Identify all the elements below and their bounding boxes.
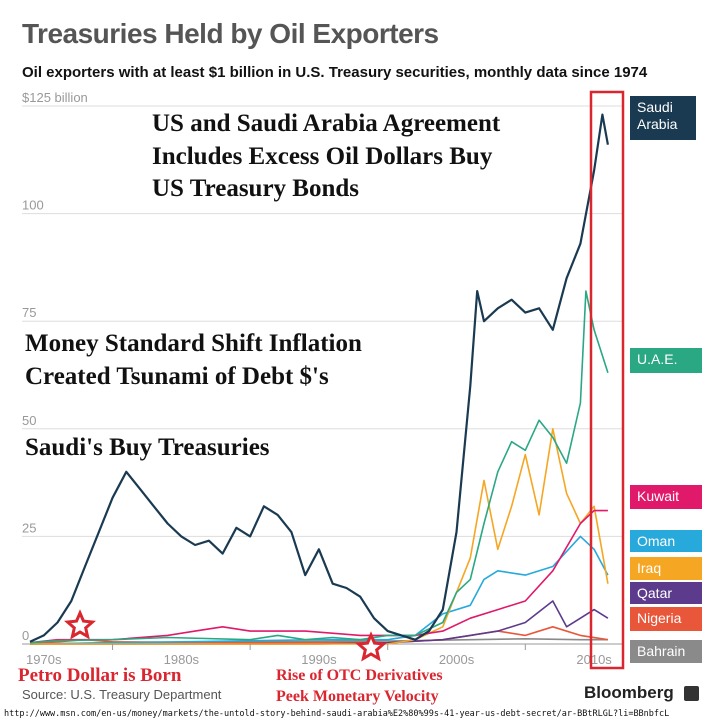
legend-iraq: Iraq — [630, 557, 702, 580]
series-line-kuwait — [29, 509, 608, 644]
annotation-money-standard: Money Standard Shift Inflation Created T… — [25, 328, 362, 393]
y-tick-label: 25 — [22, 520, 36, 535]
legend-oman: Oman — [630, 530, 702, 552]
series-line-qatar — [30, 600, 609, 645]
x-tick-label: 1970s — [26, 652, 62, 667]
series-line-oman — [29, 535, 609, 645]
annotation-otc: Rise of OTC Derivatives Peek Monetary Ve… — [276, 665, 443, 707]
annotation-money-standard-line-2: Created Tsunami of Debt $'s — [25, 362, 329, 390]
star-marker-petro-dollar — [64, 609, 96, 640]
star-markers — [64, 609, 387, 662]
bloomberg-chart-icon — [684, 686, 699, 701]
legend-kuwait: Kuwait — [630, 485, 702, 509]
highlight-box — [589, 90, 625, 670]
chart-subtitle: Oil exporters with at least $1 billion i… — [22, 64, 648, 81]
axis-ticks: 0 25 50 75 100 $125 billion 1970s 1980s 1990s 200… — [22, 90, 612, 667]
x-tick-label: 2000s — [439, 652, 475, 667]
series-line-iraq — [30, 428, 609, 645]
annotation-agreement-line-2: Includes Excess Oil Dollars Buy — [152, 142, 493, 170]
annotation-saudi-buy: Saudi's Buy Treasuries — [25, 434, 270, 461]
legend-nigeria: Nigeria — [630, 607, 702, 631]
legend-qatar: Qatar — [630, 582, 702, 604]
legend-uae: U.A.E. — [630, 348, 702, 373]
x-tick-label: 2010s — [576, 652, 612, 667]
annotation-otc-line-1: Rise of OTC Derivatives — [276, 667, 443, 684]
legend-bahrain: Bahrain — [630, 640, 702, 663]
legend-saudi-arabia: Saudi Arabia — [630, 96, 696, 140]
annotation-agreement-line-3: US Treasury Bonds — [152, 175, 360, 202]
y-tick-label: $125 billion — [22, 90, 88, 105]
annotation-petro-dollar: Petro Dollar is Born — [18, 665, 182, 686]
y-tick-label: 100 — [22, 198, 44, 213]
source-note: Source: U.S. Treasury Department — [22, 687, 222, 702]
annotation-agreement-line-1: US and Saudi Arabia Agreement — [152, 110, 501, 137]
annotation-agreement: US and Saudi Arabia Agreement Includes E… — [152, 108, 500, 206]
x-tick-label: 1990s — [301, 652, 337, 667]
y-tick-label: 50 — [22, 413, 36, 428]
series-line-saudi-arabia — [29, 113, 609, 643]
x-tick-label: 1980s — [164, 652, 200, 667]
y-tick-label: 75 — [22, 305, 36, 320]
annotation-otc-line-2: Peek Monetary Velocity — [276, 688, 439, 705]
annotation-money-standard-line-1: Money Standard Shift Inflation — [25, 330, 362, 357]
series-line-u-a-e — [29, 290, 609, 644]
star-marker-otc — [355, 631, 387, 662]
y-tick-label: 0 — [22, 628, 29, 643]
source-url: http://www.msn.com/en-us/money/markets/t… — [4, 709, 670, 719]
chart-title: Treasuries Held by Oil Exporters — [22, 18, 439, 49]
bloomberg-logo: Bloomberg — [584, 683, 674, 702]
